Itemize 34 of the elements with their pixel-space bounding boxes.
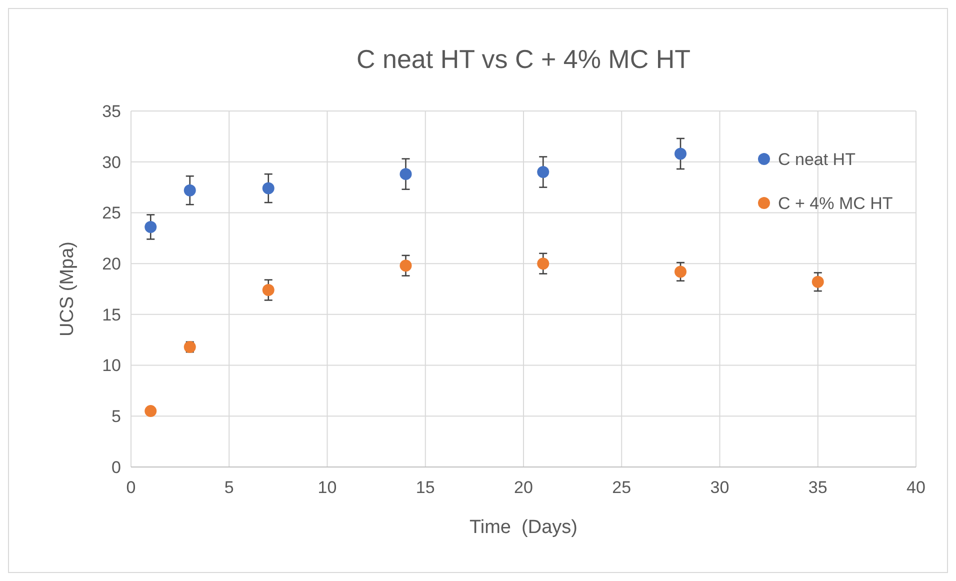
x-tick-label: 0 bbox=[126, 478, 136, 497]
x-tick-label: 20 bbox=[514, 478, 533, 497]
x-tick-label: 25 bbox=[612, 478, 632, 497]
x-tick-label: 15 bbox=[416, 478, 435, 497]
point bbox=[144, 220, 157, 233]
point bbox=[537, 166, 550, 178]
y-tick-label: 5 bbox=[112, 407, 121, 426]
y-tick-label: 10 bbox=[102, 356, 121, 376]
y-tick-label: 25 bbox=[102, 204, 121, 223]
point bbox=[674, 266, 686, 278]
chart-title: C neat HT vs C + 4% MC HT bbox=[356, 44, 691, 74]
y-tick-label: 0 bbox=[112, 458, 121, 477]
legend-label: C neat HT bbox=[778, 150, 856, 169]
point bbox=[262, 182, 274, 194]
y-tick-label: 35 bbox=[102, 102, 121, 121]
legend-label: C + 4% MC HT bbox=[778, 194, 893, 213]
point bbox=[400, 168, 412, 180]
point bbox=[262, 284, 274, 296]
x-tick-label: 35 bbox=[808, 478, 828, 497]
point bbox=[400, 260, 412, 272]
point bbox=[144, 405, 157, 418]
y-tick-label: 30 bbox=[102, 152, 121, 172]
point bbox=[674, 148, 686, 160]
point bbox=[812, 276, 824, 288]
y-tick-label: 15 bbox=[102, 305, 121, 324]
y-tick-label: 20 bbox=[102, 254, 121, 274]
x-tick-label: 10 bbox=[318, 478, 337, 497]
point bbox=[184, 184, 196, 196]
x-tick-label: 30 bbox=[710, 478, 730, 497]
x-axis-title: Time (Days) bbox=[469, 517, 578, 538]
x-tick-label: 5 bbox=[224, 478, 234, 497]
point bbox=[537, 258, 550, 270]
y-axis-title: UCS (Mpa) bbox=[57, 241, 78, 337]
x-tick-label: 40 bbox=[906, 478, 926, 497]
